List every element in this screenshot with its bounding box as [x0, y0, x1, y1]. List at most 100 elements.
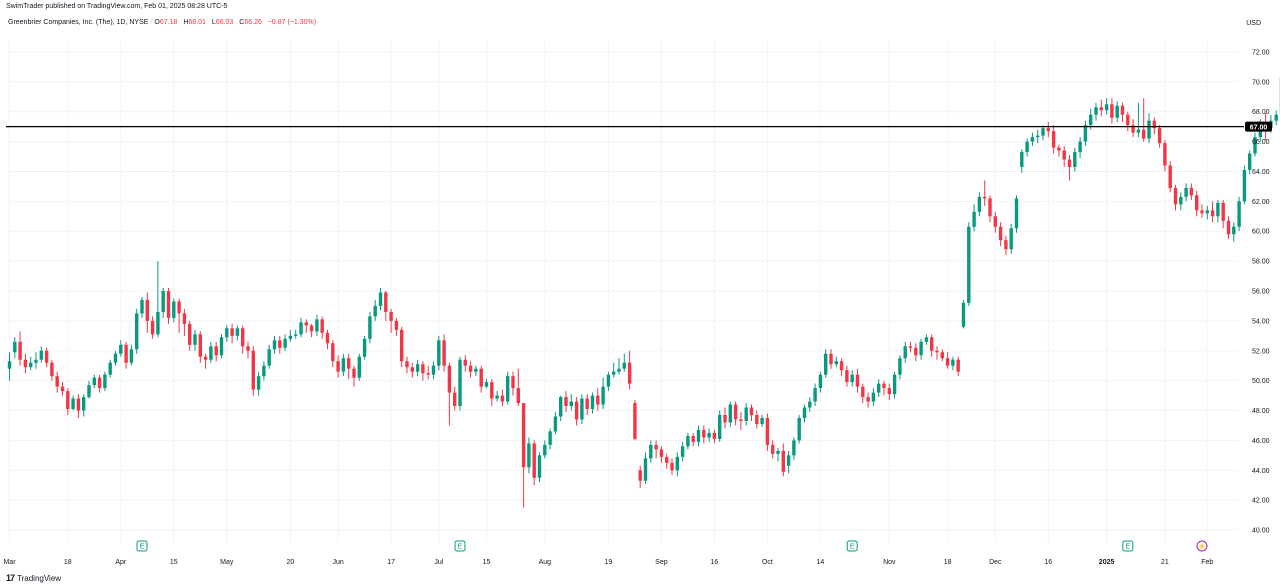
- earnings-icon[interactable]: [1122, 540, 1134, 552]
- earnings-icon[interactable]: [136, 540, 148, 552]
- candle-body: [1025, 141, 1029, 153]
- y-tick-label: 72.00: [1252, 49, 1270, 56]
- x-tick-label: Dec: [989, 559, 1002, 566]
- candle-body: [1205, 210, 1209, 214]
- candle-body: [1226, 220, 1231, 235]
- candle-body: [113, 353, 118, 363]
- high-value: 68.01: [188, 19, 206, 26]
- candle-body: [945, 358, 950, 366]
- candle-body: [1200, 210, 1204, 214]
- candle-body: [1131, 125, 1135, 133]
- y-tick-label: 44.00: [1252, 468, 1270, 475]
- candle-body: [532, 443, 536, 478]
- candle-body: [1110, 104, 1114, 118]
- x-tick-label: 20: [287, 559, 295, 566]
- candle-body: [951, 359, 955, 366]
- candle-body: [272, 340, 277, 350]
- candle-body: [877, 383, 881, 393]
- candle-body: [352, 368, 356, 378]
- candle-body: [410, 367, 414, 372]
- candle-body: [707, 432, 711, 438]
- price-axis[interactable]: 40.00 42.00 44.00 46.00 48.00 50.00 52.00 54.00…: [1252, 49, 1270, 534]
- candle-body: [140, 299, 144, 314]
- candle-body: [60, 386, 65, 392]
- candle-body: [1126, 114, 1130, 126]
- x-tick-label: 15: [483, 559, 491, 566]
- candle-body: [1168, 165, 1172, 188]
- low-label: L: [211, 19, 216, 26]
- x-tick-label: Apr: [115, 559, 127, 566]
- symbol-legend: Greenbrier Companies, Inc. (The), 1D, NY…: [8, 19, 316, 26]
- candle-body: [362, 338, 367, 357]
- candle-body: [601, 386, 605, 405]
- candle-body: [1099, 107, 1103, 111]
- candle-body: [622, 362, 626, 369]
- y-tick-label: 40.00: [1252, 528, 1270, 535]
- candle-body: [336, 361, 340, 372]
- candle-body: [930, 337, 934, 351]
- candle-body: [251, 350, 255, 390]
- candle-body: [161, 291, 165, 312]
- candle-body: [839, 361, 844, 371]
- x-tick-label: 21: [1161, 559, 1169, 566]
- candle-body: [288, 335, 293, 339]
- candle-body: [1163, 143, 1167, 166]
- candle-body: [1136, 129, 1141, 133]
- y-tick-label: 54.00: [1252, 318, 1270, 325]
- x-tick-label: 18: [64, 559, 72, 566]
- time-axis[interactable]: Mar 18 Apr 15 May 20 Jun 17 Jul 15 Aug 19 Sep 16 Oct 14…: [3, 559, 1213, 566]
- x-tick-label: 18: [944, 559, 952, 566]
- candle-body: [755, 415, 759, 424]
- event-label: E: [1125, 544, 1130, 551]
- candle-body: [495, 395, 499, 399]
- candle-body: [680, 446, 685, 457]
- candle-body: [813, 388, 817, 402]
- y-tick-label: 62.00: [1252, 199, 1270, 206]
- candle-body: [670, 462, 674, 471]
- candle-body: [564, 397, 568, 407]
- candle-body: [627, 362, 632, 384]
- candle-body: [1014, 198, 1019, 229]
- earnings-icon[interactable]: [846, 540, 858, 552]
- candle-body: [1232, 226, 1236, 235]
- candle-body: [712, 432, 717, 439]
- candle-body: [241, 328, 245, 347]
- x-tick-label: Oct: [762, 559, 773, 566]
- candle-body: [940, 352, 944, 359]
- tradingview-logo[interactable]: 17 TradingView: [6, 573, 61, 583]
- candle-body: [225, 328, 229, 338]
- candle-body: [516, 388, 520, 404]
- symbol-name[interactable]: Greenbrier Companies, Inc. (The), 1D, NY…: [8, 19, 149, 26]
- candle-body: [1051, 131, 1056, 148]
- candle-body: [596, 395, 600, 405]
- candle-body: [39, 350, 43, 360]
- horizontal-line-layer[interactable]: 67.00: [6, 121, 1272, 132]
- candle-body: [1253, 137, 1257, 154]
- candle-body: [357, 356, 361, 378]
- price-line-label: 67.00: [1250, 124, 1268, 131]
- candle-body: [431, 365, 436, 375]
- candle-body: [1030, 137, 1035, 142]
- candle-body: [723, 415, 727, 423]
- candle-body: [1142, 129, 1146, 139]
- earnings-icon[interactable]: [454, 540, 466, 552]
- candle-body: [675, 456, 679, 471]
- candle-body: [108, 362, 112, 375]
- candle-body: [527, 443, 531, 468]
- candle-body: [569, 401, 573, 407]
- candle-body: [479, 368, 483, 387]
- currency-label[interactable]: USD: [1246, 20, 1261, 27]
- y-tick-label: 50.00: [1252, 378, 1270, 385]
- candle-body: [861, 386, 865, 398]
- x-tick-label: 14: [817, 559, 825, 566]
- open-label: O: [154, 19, 160, 26]
- x-tick-label: 17: [387, 559, 395, 566]
- candle-body: [1157, 128, 1162, 144]
- event-label: E: [458, 544, 463, 551]
- candle-body: [574, 401, 579, 420]
- dividend-icon[interactable]: [1196, 540, 1208, 552]
- candle-body: [781, 450, 785, 472]
- candle-body: [760, 417, 764, 424]
- candle-body: [415, 364, 420, 372]
